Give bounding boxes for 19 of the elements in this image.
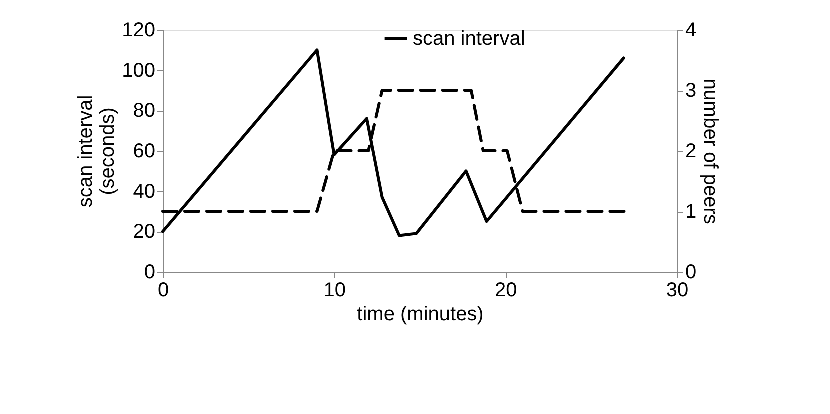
y-tick-label: 80 <box>133 100 156 122</box>
y-tick-label: 60 <box>133 140 156 162</box>
y2-tick-label: 1 <box>686 201 697 223</box>
y-tick-label: 0 <box>144 262 156 284</box>
y2-tick-label: 2 <box>686 140 697 162</box>
legend-label: scan interval <box>413 28 526 50</box>
y-tick-label: 40 <box>133 180 156 203</box>
x-tick-label: 0 <box>158 280 170 302</box>
y-tick-label: 20 <box>133 221 156 244</box>
y-tick-label: 120 <box>122 20 156 42</box>
y-tick-label: 100 <box>122 60 156 82</box>
y2-tick-label: 3 <box>686 80 697 102</box>
y2-tick-label: 4 <box>686 20 697 42</box>
x-axis-title: time (minutes) <box>357 304 484 326</box>
x-tick-label: 20 <box>495 280 518 302</box>
y-axis-title: scan interval (seconds) <box>75 95 120 208</box>
line-series <box>162 48 626 238</box>
x-tick-label: 10 <box>324 280 346 302</box>
y2-axis-title: number of peers <box>700 78 722 224</box>
